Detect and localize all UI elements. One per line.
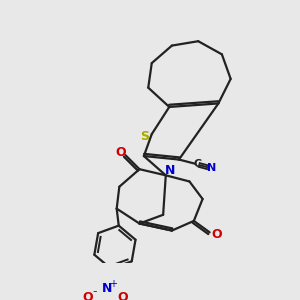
Text: N: N xyxy=(207,163,217,173)
Text: O: O xyxy=(117,291,128,300)
Text: O: O xyxy=(82,291,93,300)
Text: -: - xyxy=(92,285,97,298)
Text: O: O xyxy=(211,228,222,241)
Text: N: N xyxy=(102,282,112,295)
Text: N: N xyxy=(165,164,175,177)
Text: O: O xyxy=(116,146,126,159)
Text: C: C xyxy=(194,159,202,169)
Text: S: S xyxy=(140,130,149,143)
Text: +: + xyxy=(109,279,117,289)
